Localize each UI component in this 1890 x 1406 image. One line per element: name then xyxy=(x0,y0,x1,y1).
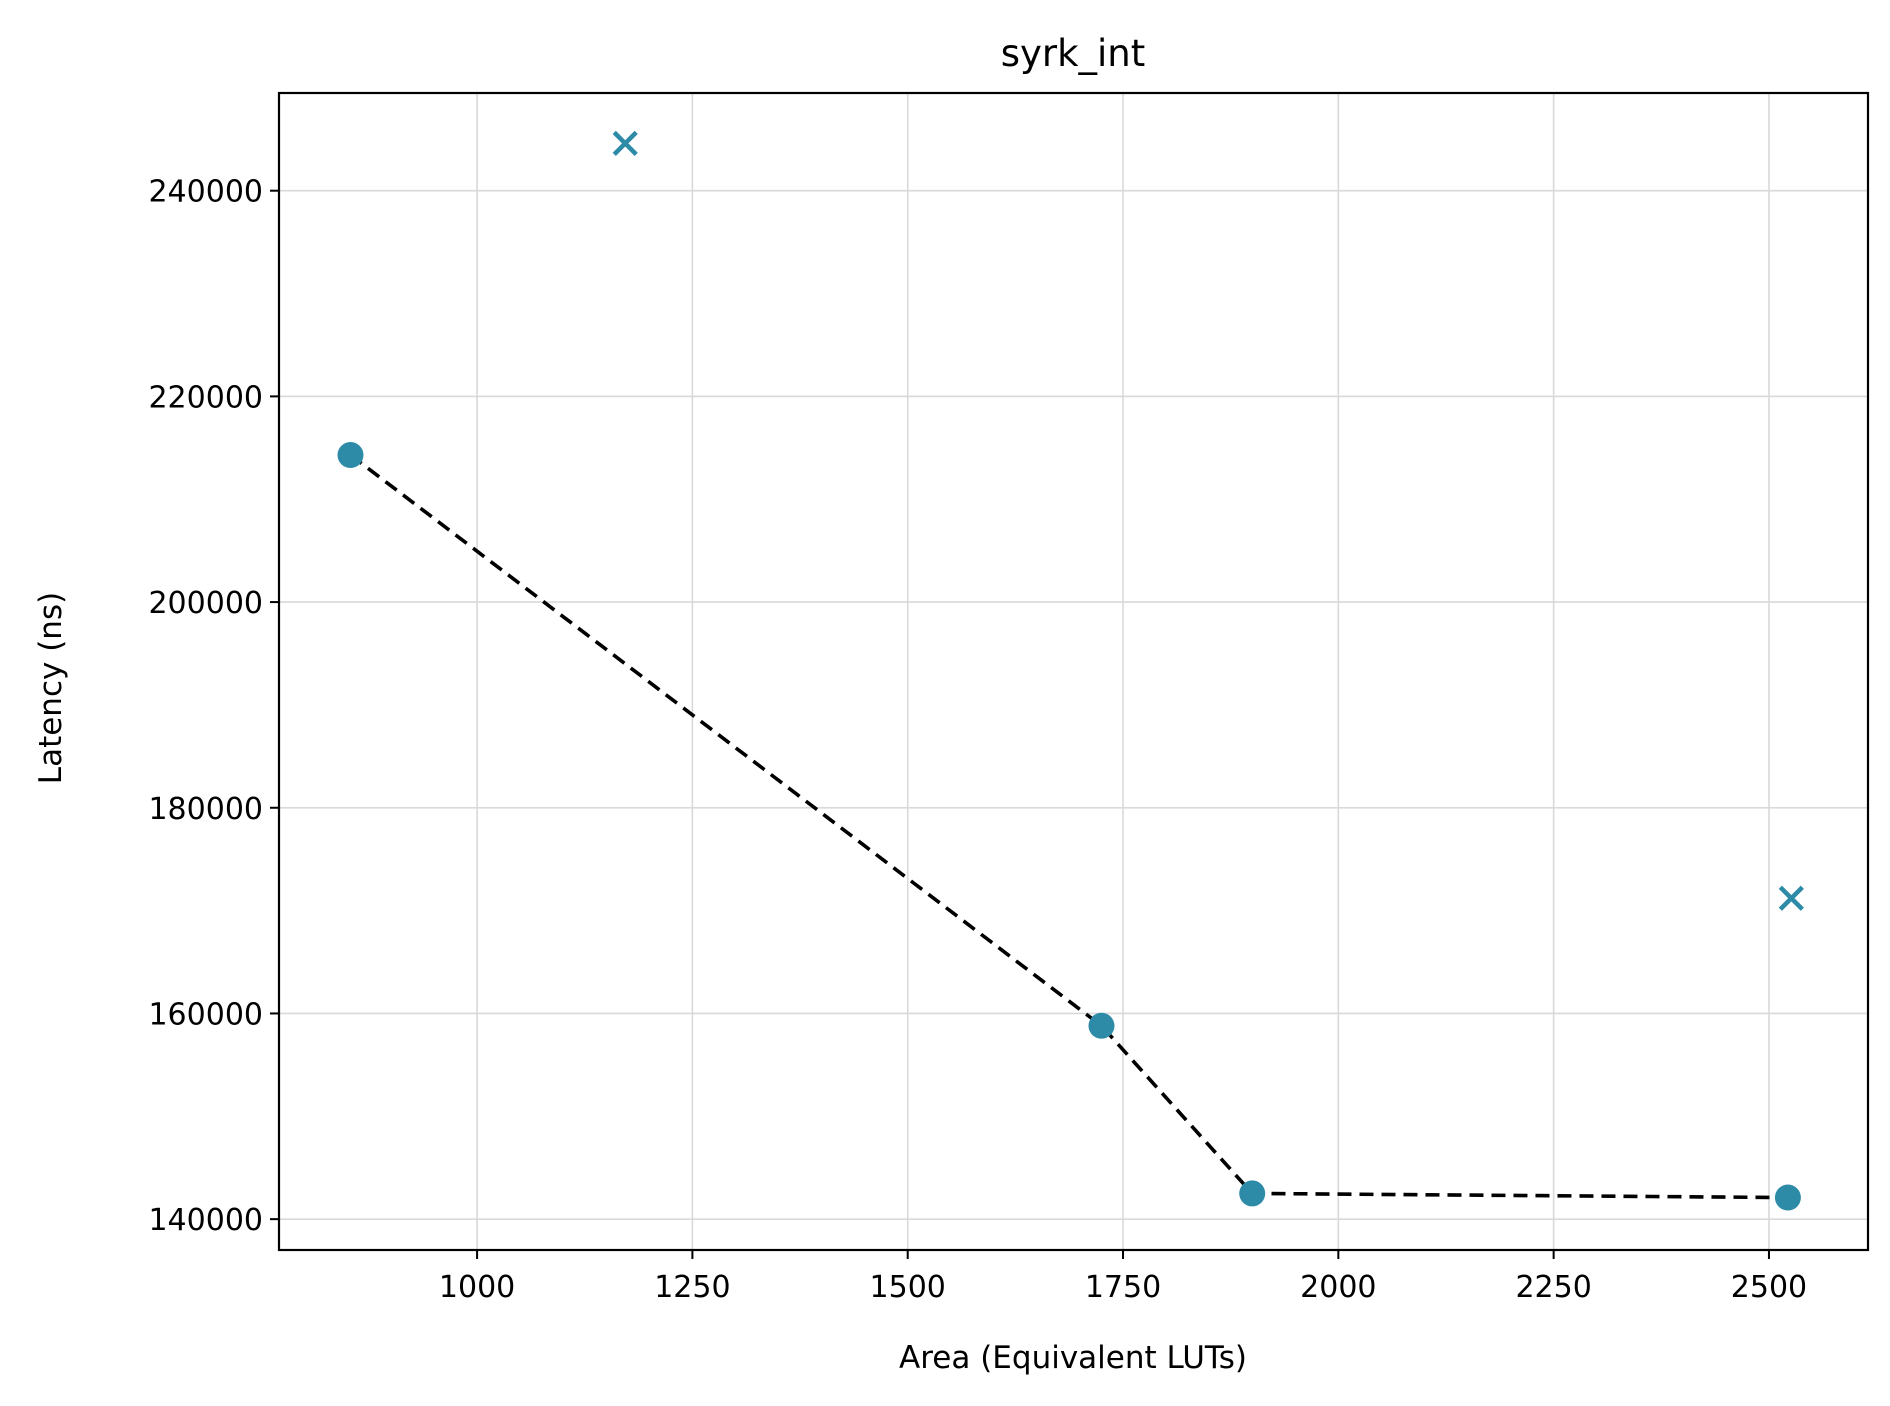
data-point-circle xyxy=(337,442,364,469)
y-axis-label: Latency (ns) xyxy=(33,592,69,784)
x-tick-label: 1250 xyxy=(654,1270,730,1305)
x-tick-label: 2500 xyxy=(1731,1270,1807,1305)
data-point-x xyxy=(612,130,638,156)
y-tick-label: 200000 xyxy=(148,586,263,621)
chart-title: syrk_int xyxy=(1001,32,1146,75)
x-tick-label: 1000 xyxy=(439,1270,515,1305)
x-tick-label: 2000 xyxy=(1300,1270,1376,1305)
data-point-circle xyxy=(1774,1184,1801,1211)
y-tick-label: 140000 xyxy=(148,1203,263,1238)
pareto-front-line xyxy=(349,453,1788,1200)
y-tick-label: 160000 xyxy=(148,997,263,1032)
x-axis-label: Area (Equivalent LUTs) xyxy=(899,1340,1247,1376)
data-point-circle xyxy=(1239,1180,1266,1207)
grid xyxy=(279,93,1868,1250)
y-tick-label: 220000 xyxy=(148,380,263,415)
y-tick-label: 180000 xyxy=(148,792,263,827)
plot-frame xyxy=(277,91,1870,1252)
x-tick-label: 2250 xyxy=(1515,1270,1591,1305)
x-tick-label: 1500 xyxy=(870,1270,946,1305)
data-points xyxy=(337,130,1804,1211)
data-point-x xyxy=(1778,885,1804,911)
x-tick-label: 1750 xyxy=(1085,1270,1161,1305)
axis-ticks: 1000 1250 1500 1750 2000 2250 2500 140000 160000… xyxy=(148,175,1807,1305)
pareto-front xyxy=(349,453,1788,1200)
y-tick-label: 240000 xyxy=(148,175,263,210)
data-point-circle xyxy=(1088,1012,1115,1039)
